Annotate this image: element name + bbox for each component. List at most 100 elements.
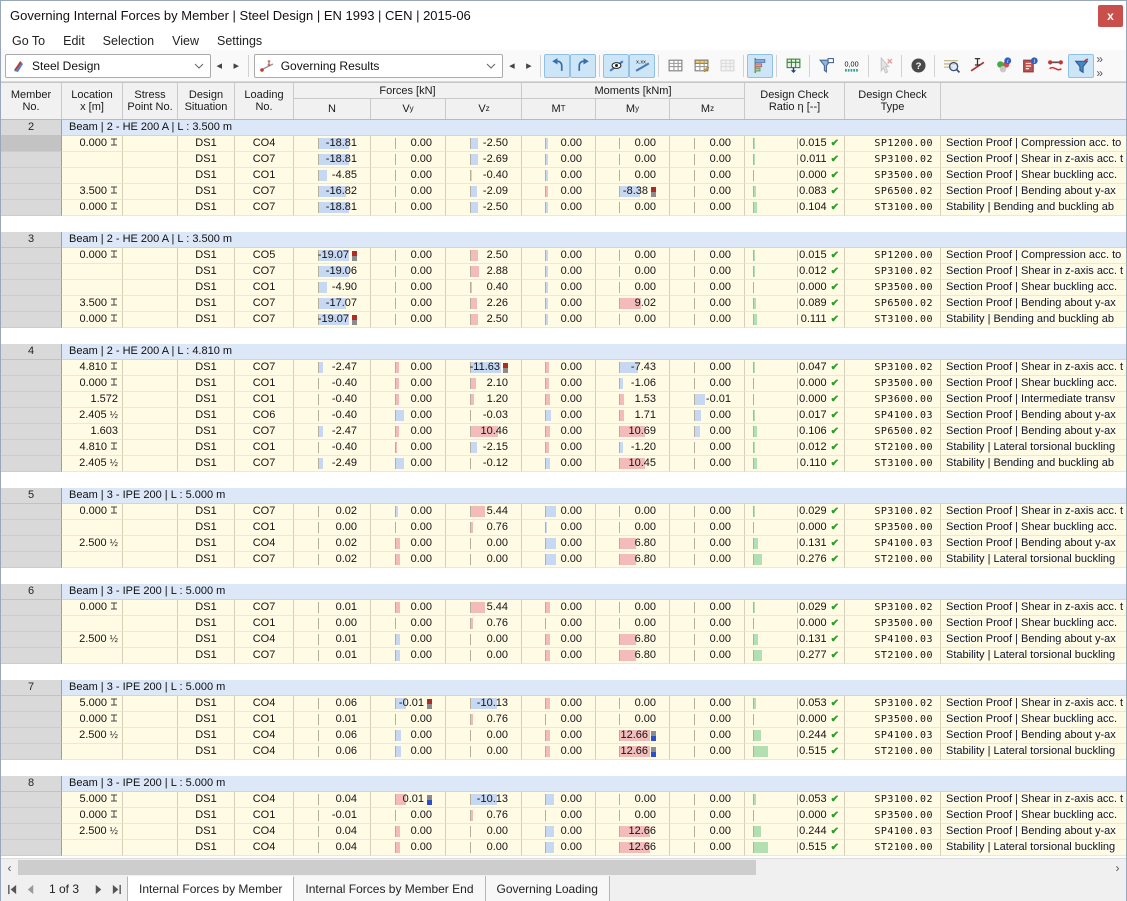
cell-design-check-type[interactable]: Section Proof | Compression acc. to	[941, 248, 1126, 264]
cell-vy[interactable]: 0.00	[371, 280, 446, 296]
cell-my[interactable]: 12.66	[596, 744, 670, 760]
last-page-button[interactable]	[107, 880, 125, 898]
cell-stress-point[interactable]	[123, 264, 178, 280]
cell-design-check-ratio[interactable]: 0.000 ✔	[745, 280, 845, 296]
cell-location[interactable]	[62, 152, 123, 168]
table-row[interactable]: 0.000 DS1 CO5 -19.07 0.00 2.50 0.00 0.00 0.00 0.0…	[1, 248, 1126, 264]
cell-stress-point[interactable]	[123, 792, 178, 808]
row-header[interactable]	[1, 600, 62, 616]
cell-design-situation[interactable]: DS1	[178, 264, 235, 280]
cell-mz[interactable]: 0.00	[670, 136, 745, 152]
cell-vz[interactable]: 0.00	[446, 728, 522, 744]
row-header[interactable]	[1, 536, 62, 552]
cell-design-check-code[interactable]: SP6500.02	[845, 424, 941, 440]
cell-vy[interactable]: 0.00	[371, 248, 446, 264]
cell-my[interactable]: 0.00	[596, 264, 670, 280]
cell-loading[interactable]: CO1	[235, 168, 294, 184]
cell-vy[interactable]: 0.00	[371, 392, 446, 408]
cell-design-check-type[interactable]: Section Proof | Bending about y-ax	[941, 728, 1126, 744]
cell-design-check-code[interactable]: SP3500.00	[845, 712, 941, 728]
cell-n[interactable]: 0.01	[294, 712, 371, 728]
cell-vz[interactable]: 2.50	[446, 248, 522, 264]
cell-n[interactable]: 0.04	[294, 792, 371, 808]
cell-loading[interactable]: CO1	[235, 280, 294, 296]
cell-vy[interactable]: 0.00	[371, 744, 446, 760]
cell-vy[interactable]: 0.00	[371, 424, 446, 440]
cell-mz[interactable]: 0.00	[670, 264, 745, 280]
table-row[interactable]: 5.000 DS1 CO4 0.06 -0.01 -10.13 0.00 0.00 0.00 0.…	[1, 696, 1126, 712]
cell-design-situation[interactable]: DS1	[178, 616, 235, 632]
cell-n[interactable]: -0.40	[294, 376, 371, 392]
cell-loading[interactable]: CO7	[235, 200, 294, 216]
cell-stress-point[interactable]	[123, 360, 178, 376]
cell-mt[interactable]: 0.00	[522, 152, 596, 168]
help-button[interactable]: ?	[905, 54, 931, 78]
cell-vy[interactable]: 0.00	[371, 728, 446, 744]
cell-design-situation[interactable]: DS1	[178, 280, 235, 296]
cell-design-check-ratio[interactable]: 0.110 ✔	[745, 456, 845, 472]
cell-design-check-type[interactable]: Section Proof | Bending about y-ax	[941, 536, 1126, 552]
cell-loading[interactable]: CO1	[235, 392, 294, 408]
cell-design-situation[interactable]: DS1	[178, 360, 235, 376]
next-page-button[interactable]	[89, 880, 107, 898]
cell-n[interactable]: -0.40	[294, 440, 371, 456]
cell-mt[interactable]: 0.00	[522, 296, 596, 312]
row-header[interactable]	[1, 312, 62, 328]
table-row[interactable]: 0.000 DS1 CO7 -18.81 0.00 -2.50 0.00 0.00 0.00 0.…	[1, 200, 1126, 216]
cell-mz[interactable]: 0.00	[670, 456, 745, 472]
prev-page-button[interactable]	[21, 880, 39, 898]
cell-design-situation[interactable]: DS1	[178, 440, 235, 456]
cell-location[interactable]: 0.000	[62, 248, 123, 264]
cell-mz[interactable]: 0.00	[670, 696, 745, 712]
row-header[interactable]	[1, 248, 62, 264]
cell-mz[interactable]: 0.00	[670, 152, 745, 168]
cell-location[interactable]: 2.500 ½	[62, 824, 123, 840]
cell-vy[interactable]: 0.01	[371, 792, 446, 808]
cell-location[interactable]	[62, 648, 123, 664]
cell-mz[interactable]: 0.00	[670, 408, 745, 424]
cell-design-check-type[interactable]: Section Proof | Shear in z-axis acc. t	[941, 792, 1126, 808]
cell-stress-point[interactable]	[123, 440, 178, 456]
cell-location[interactable]: 0.000	[62, 504, 123, 520]
cell-design-situation[interactable]: DS1	[178, 456, 235, 472]
cell-location[interactable]: 1.603	[62, 424, 123, 440]
table-row[interactable]: 1.572 DS1 CO1 -0.40 0.00 1.20 0.00 1.53 -0.01 0.0…	[1, 392, 1126, 408]
cell-location[interactable]: 2.405 ½	[62, 408, 123, 424]
menu-item-selection[interactable]: Selection	[102, 33, 155, 48]
cell-design-check-ratio[interactable]: 0.053 ✔	[745, 696, 845, 712]
cell-design-check-type[interactable]: Section Proof | Shear buckling acc.	[941, 168, 1126, 184]
cell-location[interactable]: 3.500	[62, 184, 123, 200]
cell-n[interactable]: -16.82	[294, 184, 371, 200]
member-title[interactable]: Beam | 2 - HE 200 A | L : 3.500 m	[62, 232, 1126, 248]
row-header[interactable]	[1, 184, 62, 200]
deselect-button[interactable]	[872, 54, 898, 78]
cell-design-situation[interactable]: DS1	[178, 728, 235, 744]
cell-location[interactable]: 5.000	[62, 792, 123, 808]
cell-design-check-type[interactable]: Section Proof | Shear buckling acc.	[941, 280, 1126, 296]
cell-stress-point[interactable]	[123, 280, 178, 296]
cell-stress-point[interactable]	[123, 504, 178, 520]
table-row[interactable]: DS1 CO1 -4.90 0.00 0.40 0.00 0.00 0.00 0.000 ✔ SP3…	[1, 280, 1126, 296]
cell-mz[interactable]: 0.00	[670, 840, 745, 856]
cell-mz[interactable]: 0.00	[670, 792, 745, 808]
design-case-next-button[interactable]: ▸	[233, 60, 239, 72]
cell-vz[interactable]: 0.00	[446, 648, 522, 664]
cell-vy[interactable]: 0.00	[371, 152, 446, 168]
cell-loading[interactable]: CO7	[235, 360, 294, 376]
cell-location[interactable]: 2.500 ½	[62, 632, 123, 648]
cell-mz[interactable]: 0.00	[670, 504, 745, 520]
cell-stress-point[interactable]	[123, 808, 178, 824]
cell-design-check-code[interactable]: SP3100.02	[845, 360, 941, 376]
cell-design-check-type[interactable]: Section Proof | Bending about y-ax	[941, 632, 1126, 648]
cell-vy[interactable]: 0.00	[371, 296, 446, 312]
cell-design-check-ratio[interactable]: 0.000 ✔	[745, 616, 845, 632]
cell-my[interactable]: 0.00	[596, 808, 670, 824]
cell-vy[interactable]: 0.00	[371, 456, 446, 472]
cell-design-check-ratio[interactable]: 0.017 ✔	[745, 408, 845, 424]
cell-design-check-ratio[interactable]: 0.277 ✔	[745, 648, 845, 664]
cell-my[interactable]: 0.00	[596, 616, 670, 632]
cell-location[interactable]: 1.572	[62, 392, 123, 408]
row-header[interactable]	[1, 456, 62, 472]
cell-mt[interactable]: 0.00	[522, 712, 596, 728]
cell-design-situation[interactable]: DS1	[178, 600, 235, 616]
